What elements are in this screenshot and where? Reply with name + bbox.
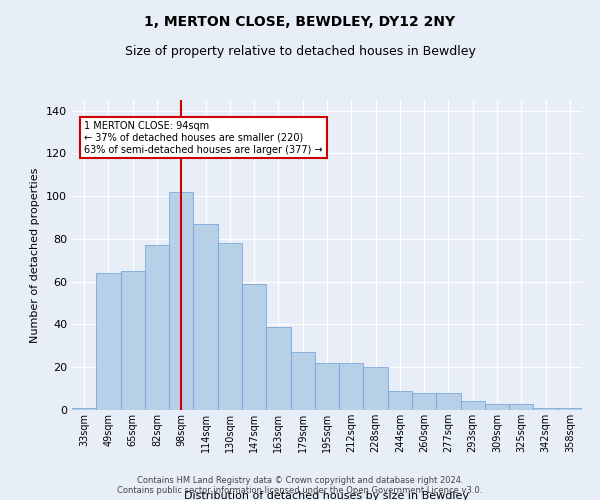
Bar	[266, 326, 290, 410]
Bar	[461, 402, 485, 410]
X-axis label: Distribution of detached houses by size in Bewdley: Distribution of detached houses by size …	[185, 491, 470, 500]
Bar	[72, 408, 96, 410]
Bar	[339, 363, 364, 410]
Bar	[436, 393, 461, 410]
Bar	[533, 408, 558, 410]
Text: Contains HM Land Registry data © Crown copyright and database right 2024.
Contai: Contains HM Land Registry data © Crown c…	[118, 476, 482, 495]
Bar	[485, 404, 509, 410]
Bar	[364, 367, 388, 410]
Bar	[145, 246, 169, 410]
Bar	[509, 404, 533, 410]
Bar	[242, 284, 266, 410]
Bar	[218, 243, 242, 410]
Bar	[388, 391, 412, 410]
Text: Size of property relative to detached houses in Bewdley: Size of property relative to detached ho…	[125, 45, 475, 58]
Bar	[121, 271, 145, 410]
Bar	[558, 408, 582, 410]
Bar	[193, 224, 218, 410]
Bar	[290, 352, 315, 410]
Text: 1, MERTON CLOSE, BEWDLEY, DY12 2NY: 1, MERTON CLOSE, BEWDLEY, DY12 2NY	[145, 15, 455, 29]
Text: 1 MERTON CLOSE: 94sqm
← 37% of detached houses are smaller (220)
63% of semi-det: 1 MERTON CLOSE: 94sqm ← 37% of detached …	[84, 122, 323, 154]
Bar	[169, 192, 193, 410]
Bar	[315, 363, 339, 410]
Bar	[412, 393, 436, 410]
Y-axis label: Number of detached properties: Number of detached properties	[31, 168, 40, 342]
Bar	[96, 273, 121, 410]
